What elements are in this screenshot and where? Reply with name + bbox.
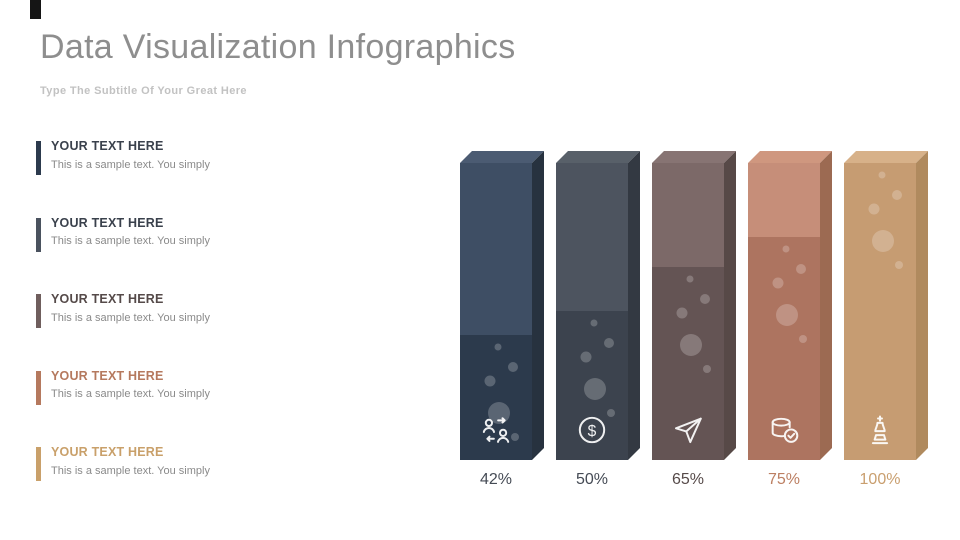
bar-fill xyxy=(556,311,628,460)
bar-column: 100% xyxy=(844,151,928,488)
list-item-text: This is a sample text. You simply xyxy=(51,235,210,248)
list-item-body: YOUR TEXT HERE This is a sample text. You… xyxy=(51,292,210,325)
bar-side-face xyxy=(724,151,736,460)
corner-mark xyxy=(30,0,41,19)
bar-front-face xyxy=(844,163,916,460)
bar-side-face xyxy=(916,151,928,460)
bar-front-face xyxy=(652,163,724,460)
list-item-text: This is a sample text. You simply xyxy=(51,158,210,171)
bar-fill xyxy=(652,267,724,460)
list-item-body: YOUR TEXT HERE This is a sample text. You… xyxy=(51,368,210,402)
bar-front-face: $ xyxy=(556,163,628,460)
bar-value-label: 75% xyxy=(767,471,801,488)
list-item-title: YOUR TEXT HERE xyxy=(51,368,164,383)
bar-column: 75% xyxy=(748,151,832,488)
list-item-title: YOUR TEXT HERE xyxy=(51,445,164,459)
page-title: Data Visualization Infographics xyxy=(40,28,516,66)
svg-text:$: $ xyxy=(588,423,597,440)
bar-front-face xyxy=(748,163,820,460)
list-item-text: This is a sample text. You simply xyxy=(51,464,210,477)
bar-side-face xyxy=(820,151,832,460)
bar-fill xyxy=(748,237,820,460)
list-item: YOUR TEXT HERE This is a sample text. You… xyxy=(36,139,210,180)
bar-value-label: 65% xyxy=(671,471,705,488)
list-item-body: YOUR TEXT HERE This is a sample text. You… xyxy=(51,215,210,249)
bar-side-face xyxy=(532,151,544,460)
accent-bar xyxy=(36,447,41,481)
list-item-text: This is a sample text. You simply xyxy=(51,388,210,401)
legend-list: YOUR TEXT HERE This is a sample text. You… xyxy=(36,139,306,540)
list-item: YOUR TEXT HERE This is a sample text. You… xyxy=(36,292,210,333)
bar-top-face xyxy=(652,151,736,163)
bar-top-face xyxy=(460,151,544,163)
bar-side-face xyxy=(628,151,640,460)
bar-value-label: 100% xyxy=(859,471,901,488)
list-item-title: YOUR TEXT HERE xyxy=(51,292,164,306)
bar-value-label: 50% xyxy=(575,471,609,488)
list-item: YOUR TEXT HERE This is a sample text. You… xyxy=(36,215,210,257)
list-item-title: YOUR TEXT HERE xyxy=(51,139,164,153)
bar-top-face xyxy=(844,151,928,163)
bar-column: 65% xyxy=(652,151,736,488)
bar-value-label: 42% xyxy=(479,471,513,488)
bar-column: 42% xyxy=(460,151,544,488)
database-icon xyxy=(767,413,801,447)
list-item: YOUR TEXT HERE This is a sample text. You… xyxy=(36,368,210,410)
bar-chart: 42% $50% 65% 75% 100% xyxy=(460,151,940,511)
users-icon xyxy=(479,413,513,447)
list-item-body: YOUR TEXT HERE This is a sample text. You… xyxy=(51,445,210,478)
list-item-title: YOUR TEXT HERE xyxy=(51,215,164,230)
list-item: YOUR TEXT HERE This is a sample text. You… xyxy=(36,445,210,486)
accent-bar xyxy=(36,141,41,175)
list-item-body: YOUR TEXT HERE This is a sample text. You… xyxy=(51,139,210,172)
list-item-text: This is a sample text. You simply xyxy=(51,311,210,324)
page-subtitle: Type The Subtitle Of Your Great Here xyxy=(40,85,247,97)
bar-top-face xyxy=(556,151,640,163)
bar-top-face xyxy=(748,151,832,163)
chess-piece-icon xyxy=(863,413,897,447)
bar-fill xyxy=(844,163,916,460)
accent-bar xyxy=(36,370,41,405)
dollar-icon: $ xyxy=(575,413,609,447)
bar-front-face xyxy=(460,163,532,460)
bar-column: $50% xyxy=(556,151,640,488)
paper-plane-icon xyxy=(671,413,705,447)
accent-bar xyxy=(36,294,41,328)
accent-bar xyxy=(36,217,41,252)
bar-fill xyxy=(460,335,532,460)
